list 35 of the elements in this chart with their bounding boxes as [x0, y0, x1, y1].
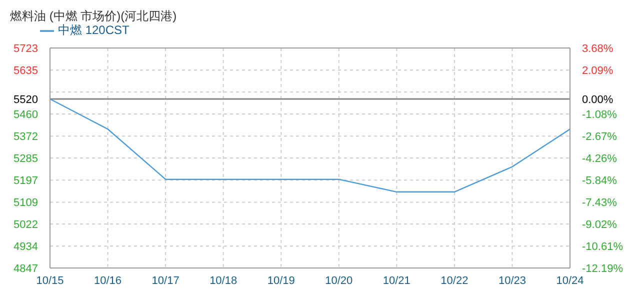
y2-tick-label: 0.00% [582, 94, 614, 106]
y-tick-label: 5372 [14, 131, 38, 144]
y2-tick-label: -1.08% [582, 108, 618, 121]
line-series [50, 98, 570, 193]
x-tick-label: 10/18 [210, 274, 238, 287]
y2-tick-label: -10.61% [582, 241, 624, 254]
y2-tick-label: -7.43% [582, 197, 618, 210]
y2-tick-label: -4.26% [582, 153, 618, 166]
y2-tick-label: -2.67% [582, 131, 618, 144]
x-tick-label: 10/24 [556, 274, 584, 287]
legend-label: 中燃 120CST [58, 23, 130, 37]
y-tick-label: 5635 [14, 65, 38, 78]
y-tick-label: 5520 [14, 94, 38, 106]
y-tick-label: 5723 [14, 43, 38, 55]
x-tick-label: 10/23 [498, 274, 526, 287]
x-tick-label: 10/15 [36, 274, 64, 287]
y-tick-label: 5109 [14, 197, 38, 210]
y-tick-label: 4934 [14, 241, 38, 254]
chart-title: 燃料油 (中燃 市场价)(河北四港) [10, 8, 177, 24]
x-tick-label: 10/20 [325, 274, 353, 287]
y-tick-label: 5460 [14, 109, 38, 122]
y-tick-label: 5197 [14, 175, 38, 188]
x-tick-label: 10/22 [440, 274, 468, 287]
x-tick-label: 10/17 [152, 274, 180, 287]
y-tick-label: 5285 [14, 153, 38, 165]
y2-tick-label: 2.09% [582, 65, 614, 78]
y-tick-label: 4847 [14, 263, 38, 275]
y2-tick-label: 3.68% [582, 43, 614, 55]
x-tick-label: 10/19 [267, 274, 295, 287]
x-tick-label: 10/16 [94, 274, 122, 287]
y2-tick-label: -12.19% [582, 263, 624, 275]
y2-tick-label: -9.02% [582, 219, 618, 232]
x-tick-label: 10/21 [382, 274, 410, 287]
y-tick-label: 5022 [14, 219, 38, 232]
y2-tick-label: -5.84% [582, 174, 618, 187]
